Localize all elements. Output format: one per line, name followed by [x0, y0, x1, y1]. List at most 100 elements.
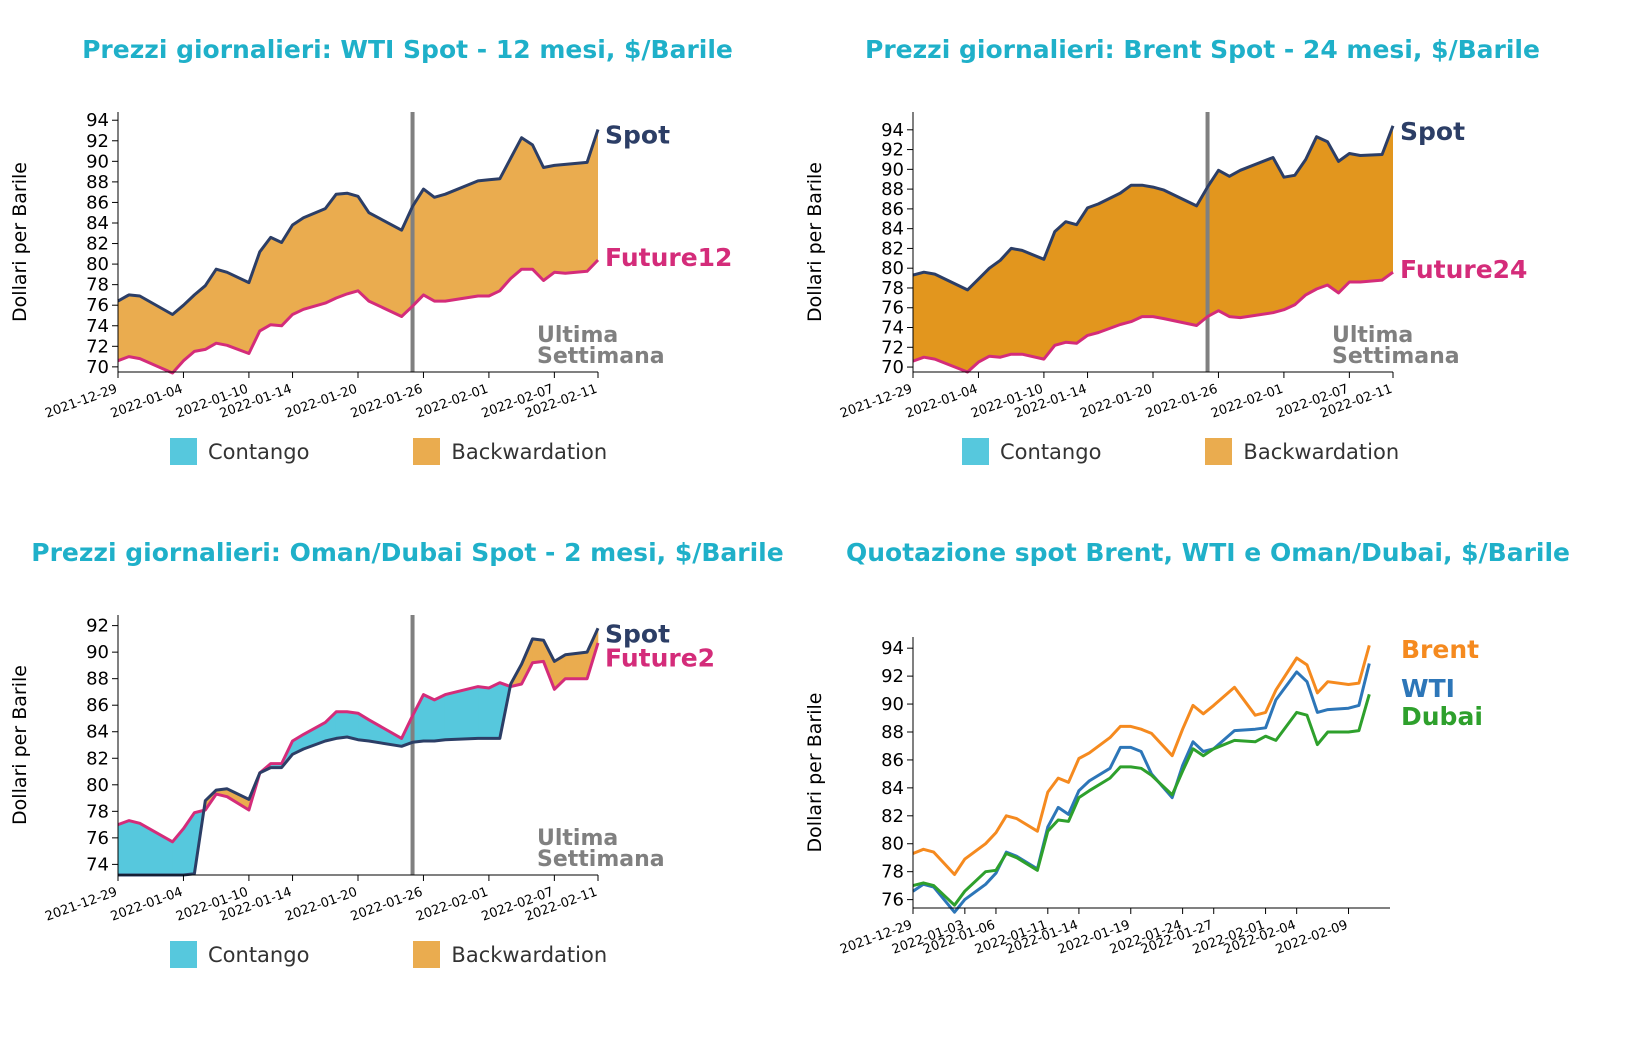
series-line-dubai — [912, 693, 1371, 907]
y-tick-label: 88 — [86, 172, 109, 193]
legend-label-contango: Contango — [1000, 439, 1102, 464]
contango-area — [335, 711, 348, 739]
y-tick-label: 86 — [86, 695, 109, 716]
series-label-brent: Brent — [1401, 635, 1479, 664]
legend-swatch-contango — [962, 438, 989, 465]
x-tick-label: 2022-01-20 — [1078, 382, 1154, 422]
spot-line — [117, 129, 600, 316]
y-tick-label: 94 — [881, 638, 904, 659]
future-label: Future2 — [605, 643, 715, 672]
future-line — [117, 642, 600, 844]
y-axis-label: Dollari per Barile — [9, 665, 31, 825]
legend: Contango Backwardation — [170, 941, 607, 968]
legend-label-backwardation: Backwardation — [451, 942, 608, 967]
x-tick-label: 2022-01-20 — [283, 382, 359, 422]
chart-panel-dubai: Prezzi giornalieri: Oman/Dubai Spot - 2 … — [0, 521, 815, 1042]
y-tick-label: 78 — [881, 862, 904, 883]
legend-swatch-backwardation — [1205, 438, 1233, 465]
contango-area — [488, 682, 501, 739]
y-tick-label: 76 — [86, 828, 109, 849]
y-tick-label: 90 — [86, 642, 109, 663]
legend: Contango Backwardation — [170, 438, 607, 465]
y-tick-label: 74 — [86, 854, 109, 875]
chart-title: Prezzi giornalieri: Brent Spot - 24 mesi… — [865, 35, 1540, 64]
backwardation-area — [532, 638, 544, 664]
backwardation-area — [913, 125, 1393, 372]
x-tick-label: 2022-02-01 — [1209, 382, 1285, 422]
chart-wti: 707274767880828486889092942021-12-292022… — [9, 110, 732, 422]
y-tick-label: 92 — [86, 616, 109, 637]
x-tick-label: 2022-01-04 — [109, 885, 185, 925]
contango-area — [117, 820, 130, 876]
x-tick-label: 2021-12-29 — [838, 382, 914, 422]
y-tick-label: 92 — [881, 140, 904, 161]
y-axis-label: Dollari per Barile — [9, 162, 31, 322]
y-tick-label: 88 — [881, 722, 904, 743]
y-tick-label: 88 — [881, 179, 904, 200]
series-label-wti: WTI — [1401, 674, 1455, 703]
future-line — [912, 270, 1394, 374]
x-tick-label: 2022-01-04 — [904, 382, 980, 422]
legend-swatch-backwardation — [413, 438, 441, 465]
last-week-label: Ultima — [537, 826, 618, 851]
spot-line — [912, 125, 1395, 292]
future-label: Future12 — [605, 243, 732, 272]
spot-label: Spot — [605, 619, 670, 648]
series-label-dubai: Dubai — [1401, 702, 1483, 731]
y-tick-label: 82 — [86, 234, 109, 255]
y-tick-label: 70 — [881, 357, 904, 378]
y-tick-label: 84 — [86, 722, 109, 743]
x-tick-label: 2022-01-04 — [109, 382, 185, 422]
last-week-label: Settimana — [537, 847, 665, 872]
legend-label-contango: Contango — [208, 439, 310, 464]
y-tick-label: 82 — [881, 238, 904, 259]
y-axis-label: Dollari per Barile — [804, 693, 826, 853]
chart-title: Prezzi giornalieri: Oman/Dubai Spot - 2 … — [31, 538, 784, 567]
x-tick-label: 2022-01-20 — [283, 885, 359, 925]
y-tick-label: 78 — [881, 278, 904, 299]
chart-panel-brent: Prezzi giornalieri: Brent Spot - 24 mesi… — [804, 0, 1630, 521]
x-tick-label: 2022-02-01 — [414, 382, 490, 422]
y-tick-label: 84 — [86, 213, 109, 234]
chart-brent: 707274767880828486889092942021-12-292022… — [804, 112, 1527, 422]
series-line-wti — [912, 663, 1371, 914]
contango-area — [423, 694, 435, 742]
y-tick-label: 82 — [86, 748, 109, 769]
series-line-brent — [912, 645, 1371, 876]
backwardation-area — [118, 129, 598, 373]
x-tick-label: 2021-12-29 — [43, 382, 119, 422]
y-tick-label: 90 — [881, 159, 904, 180]
y-tick-label: 78 — [86, 275, 109, 296]
y-tick-label: 82 — [881, 806, 904, 827]
legend-swatch-contango — [170, 941, 197, 968]
y-tick-label: 86 — [881, 750, 904, 771]
last-week-label: Settimana — [1332, 344, 1460, 369]
x-tick-label: 2022-01-26 — [1144, 382, 1220, 422]
contango-area — [477, 686, 490, 739]
y-tick-label: 92 — [881, 666, 904, 687]
y-tick-label: 80 — [881, 834, 904, 855]
y-tick-label: 86 — [86, 192, 109, 213]
y-tick-label: 86 — [881, 199, 904, 220]
chart-title: Quotazione spot Brent, WTI e Oman/Dubai,… — [845, 538, 1571, 567]
chart-spot-comparison: 767880828486889092942021-12-292022-01-03… — [804, 635, 1483, 958]
y-tick-label: 90 — [86, 151, 109, 172]
contango-area — [434, 694, 446, 742]
legend-swatch-contango — [170, 438, 197, 465]
legend: Contango Backwardation — [962, 438, 1399, 465]
y-tick-label: 94 — [86, 110, 109, 131]
y-tick-label: 94 — [881, 120, 904, 141]
spot-line — [118, 627, 600, 877]
contango-area — [128, 820, 141, 876]
future-line — [117, 258, 600, 375]
y-axis-label: Dollari per Barile — [804, 162, 826, 322]
chart-panel-spot-comparison: Quotazione spot Brent, WTI e Oman/Dubai,… — [804, 521, 1630, 1042]
y-tick-label: 84 — [881, 778, 904, 799]
x-tick-label: 2022-01-26 — [349, 382, 425, 422]
x-tick-label: 2022-02-01 — [414, 885, 490, 925]
chart-dubai: 74 76 78 80 82 84 86 88 90 92 2021-12-292022-01-04… — [9, 615, 715, 925]
legend-label-backwardation: Backwardation — [451, 439, 608, 464]
contango-area — [346, 711, 359, 741]
chart-panel-wti: Prezzi giornalieri: WTI Spot - 12 mesi, … — [0, 0, 815, 521]
y-tick-label: 90 — [881, 694, 904, 715]
